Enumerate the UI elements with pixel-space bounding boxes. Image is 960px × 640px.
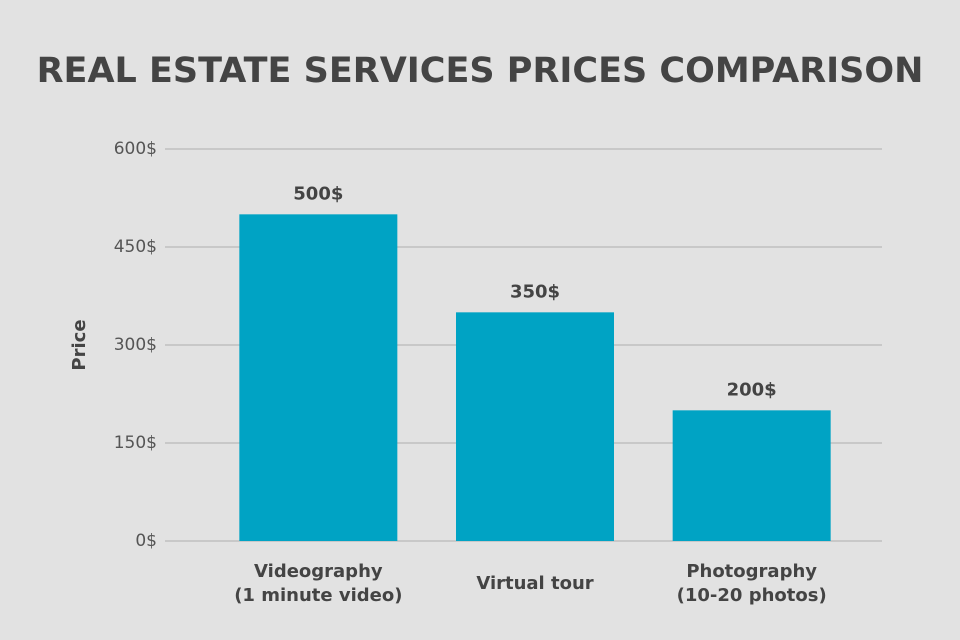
x-tick-label: Videography (1 minute video) xyxy=(234,561,402,606)
y-tick-label: 600$ xyxy=(114,139,157,159)
bar xyxy=(239,214,398,542)
value-label: 200$ xyxy=(727,379,777,400)
y-tick-label: 0$ xyxy=(135,531,157,551)
y-tick-label: 150$ xyxy=(114,433,157,453)
value-label: 500$ xyxy=(293,183,343,204)
y-tick-label: 450$ xyxy=(114,237,157,257)
chart-title: REAL ESTATE SERVICES PRICES COMPARISON xyxy=(37,51,924,91)
x-tick-label: Virtual tour xyxy=(476,573,593,594)
y-axis-label: Price xyxy=(69,319,90,370)
x-tick-label: Photography (10-20 photos) xyxy=(677,561,827,606)
y-tick-label: 300$ xyxy=(114,335,157,355)
bar xyxy=(672,410,831,541)
bar xyxy=(456,312,614,541)
value-label: 350$ xyxy=(510,281,560,302)
